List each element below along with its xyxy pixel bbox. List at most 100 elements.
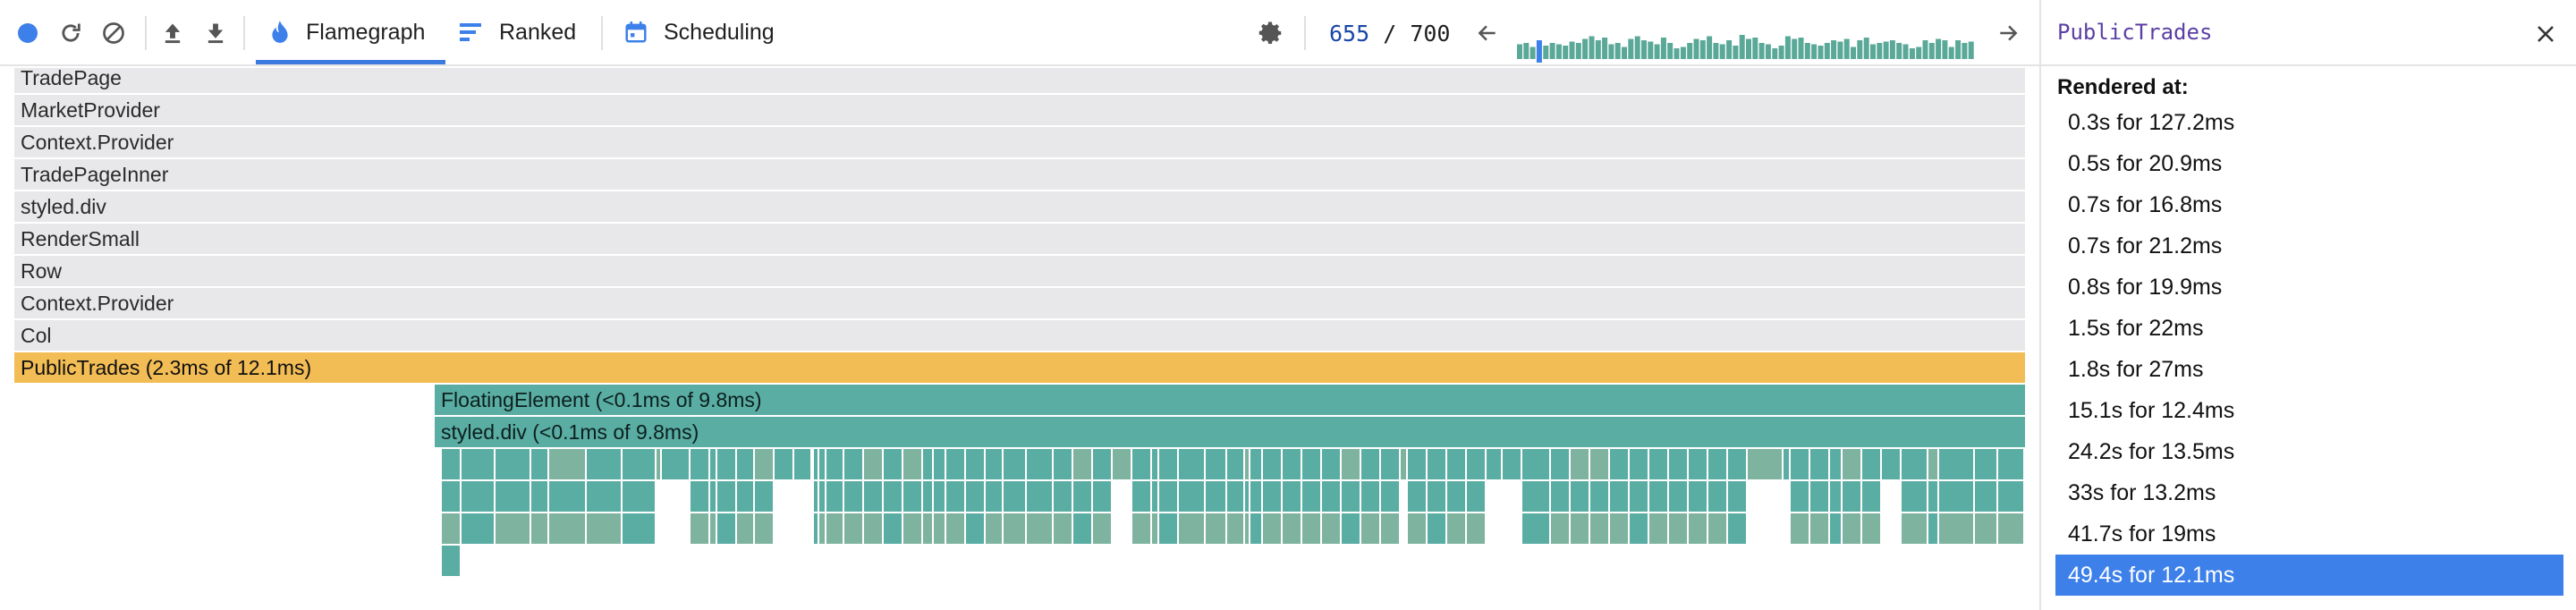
flame-leaf-node[interactable] [1467,449,1485,479]
flame-leaf-node[interactable] [1159,449,1177,479]
flame-leaf-node[interactable] [1748,449,1782,479]
flame-leaf-node[interactable] [1649,449,1667,479]
flame-leaf-node[interactable] [923,481,932,512]
flame-leaf-node[interactable] [587,481,621,512]
clear-icon[interactable] [98,18,129,48]
commit-bar[interactable] [1563,46,1569,59]
commit-bar[interactable] [1798,38,1804,59]
flame-leaf-node[interactable] [710,513,716,544]
commit-bar[interactable] [1608,44,1614,60]
commit-bar[interactable] [1837,41,1843,60]
flame-leaf-node[interactable] [1447,513,1465,544]
flame-leaf-node[interactable] [1206,513,1225,544]
flame-leaf-node[interactable] [1669,449,1687,479]
commit-bar[interactable] [1726,40,1733,59]
commit-bar[interactable] [1765,44,1771,60]
flame-leaf-node[interactable] [1975,449,1996,479]
flame-leaf-node[interactable] [814,449,818,479]
render-list-item[interactable]: 0.7s for 21.2ms [2068,233,2223,258]
flame-leaf-node[interactable] [1928,481,1937,512]
flame-leaf-node[interactable] [1283,481,1301,512]
tab-scheduling[interactable]: Scheduling [624,0,775,64]
flame-leaf-node[interactable] [710,449,716,479]
commit-bar[interactable] [1909,48,1915,59]
flame-leaf-node[interactable] [1998,481,2023,512]
flame-leaf-node[interactable] [1728,481,1746,512]
flame-node-child[interactable]: styled.div (<0.1ms of 9.8ms) [435,417,2025,447]
flame-leaf-node[interactable] [549,481,585,512]
flame-leaf-node[interactable] [934,513,945,544]
flame-leaf-node[interactable] [946,481,964,512]
flame-leaf-node[interactable] [1551,513,1569,544]
tab-flamegraph[interactable]: Flamegraph [256,0,445,64]
flame-leaf-node[interactable] [1408,481,1426,512]
flame-leaf-node[interactable] [1830,513,1841,544]
flame-leaf-node[interactable] [1708,449,1726,479]
flame-leaf-node[interactable] [462,481,494,512]
commit-bar[interactable] [1818,46,1824,59]
flame-leaf-node[interactable] [1073,481,1091,512]
flame-leaf-node[interactable] [1283,449,1301,479]
flame-leaf-node[interactable] [1027,449,1052,479]
tab-ranked[interactable]: Ranked [460,0,576,64]
flame-leaf-node[interactable] [1862,449,1880,479]
flame-leaf-node[interactable] [1708,513,1726,544]
commit-bar[interactable] [1883,41,1889,60]
flame-leaf-node[interactable] [587,513,621,544]
flame-leaf-node[interactable] [1791,513,1809,544]
flame-leaf-node[interactable] [1322,513,1340,544]
flame-leaf-node[interactable] [1283,513,1301,544]
flame-leaf-node[interactable] [1381,513,1399,544]
flame-leaf-node[interactable] [986,481,1002,512]
flame-leaf-node[interactable] [737,481,753,512]
flame-node-ancestor[interactable]: TradePage [14,68,2025,93]
flame-leaf-node[interactable] [1401,449,1406,479]
flame-leaf-node[interactable] [1590,513,1608,544]
commit-bar[interactable] [1602,38,1608,59]
flame-leaf-node[interactable] [1342,513,1360,544]
flame-leaf-node[interactable] [1689,449,1707,479]
commit-bar[interactable] [1674,48,1680,59]
flame-leaf-node[interactable] [1179,513,1204,544]
flame-leaf-node[interactable] [1302,513,1320,544]
flame-leaf-node[interactable] [1649,513,1667,544]
flame-leaf-node[interactable] [1998,513,2023,544]
flame-leaf-node[interactable] [442,546,460,576]
commit-bar[interactable] [1660,38,1666,59]
commit-bar[interactable] [1804,43,1810,59]
flame-node-ancestor[interactable]: styled.div [14,191,2025,222]
commit-bar[interactable] [1942,40,1948,59]
flame-leaf-node[interactable] [923,513,932,544]
flame-leaf-node[interactable] [1361,449,1379,479]
commit-bar[interactable] [1687,43,1693,59]
flame-leaf-node[interactable] [1093,513,1111,544]
flame-leaf-node[interactable] [1152,481,1157,512]
flame-leaf-node[interactable] [1447,481,1465,512]
flame-leaf-node[interactable] [1027,513,1052,544]
flame-leaf-node[interactable] [1152,513,1157,544]
commit-bar[interactable] [1523,43,1530,59]
flame-leaf-node[interactable] [1093,481,1111,512]
commit-bar[interactable] [1543,46,1549,59]
commit-bar[interactable] [1693,38,1699,60]
flame-leaf-node[interactable] [1132,513,1150,544]
commit-bar[interactable] [1758,43,1765,59]
commit-bar[interactable] [1851,47,1856,60]
commit-bar[interactable] [1928,43,1935,59]
flame-leaf-node[interactable] [1302,481,1320,512]
commit-bar[interactable] [1889,40,1895,59]
flame-leaf-node[interactable] [814,481,818,512]
flame-leaf-node[interactable] [1428,513,1445,544]
flame-leaf-node[interactable] [966,449,984,479]
commit-bar[interactable] [1968,41,1974,60]
flame-leaf-node[interactable] [587,449,621,479]
commit-bar[interactable] [1654,44,1660,60]
commit-bar[interactable] [1517,44,1522,60]
commit-bar[interactable] [1962,43,1968,59]
flame-leaf-node[interactable] [1830,481,1841,512]
record-icon[interactable] [13,18,43,48]
flame-leaf-node[interactable] [623,449,655,479]
flame-leaf-node[interactable] [819,513,825,544]
flame-leaf-node[interactable] [986,449,1002,479]
commit-bar[interactable] [1784,36,1791,60]
